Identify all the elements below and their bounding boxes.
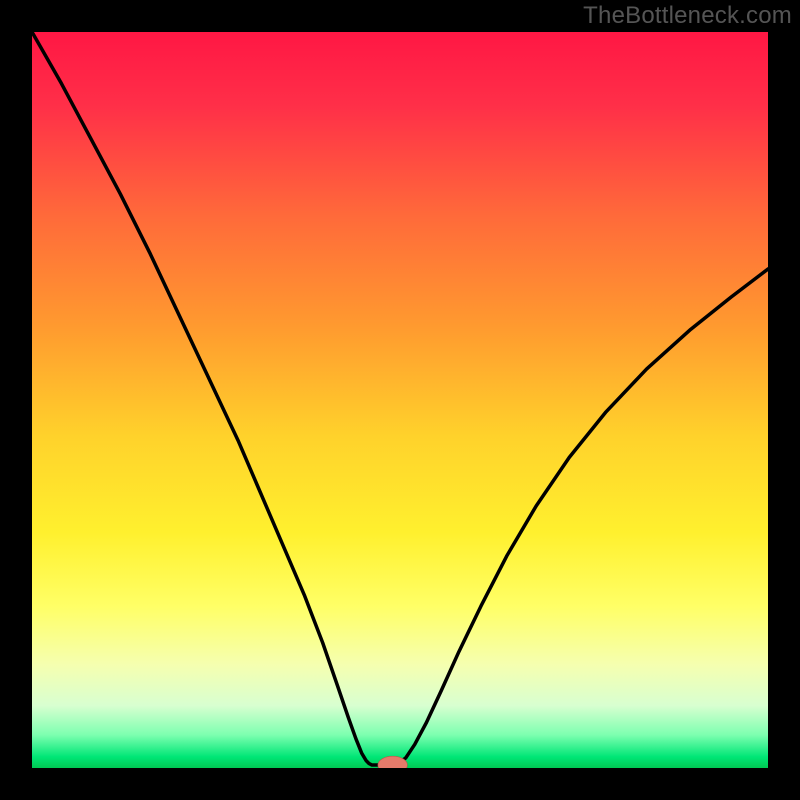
- bottleneck-chart: [0, 0, 800, 800]
- watermark-text: TheBottleneck.com: [583, 2, 792, 30]
- gradient-background: [32, 32, 768, 768]
- chart-stage: TheBottleneck.com: [0, 0, 800, 800]
